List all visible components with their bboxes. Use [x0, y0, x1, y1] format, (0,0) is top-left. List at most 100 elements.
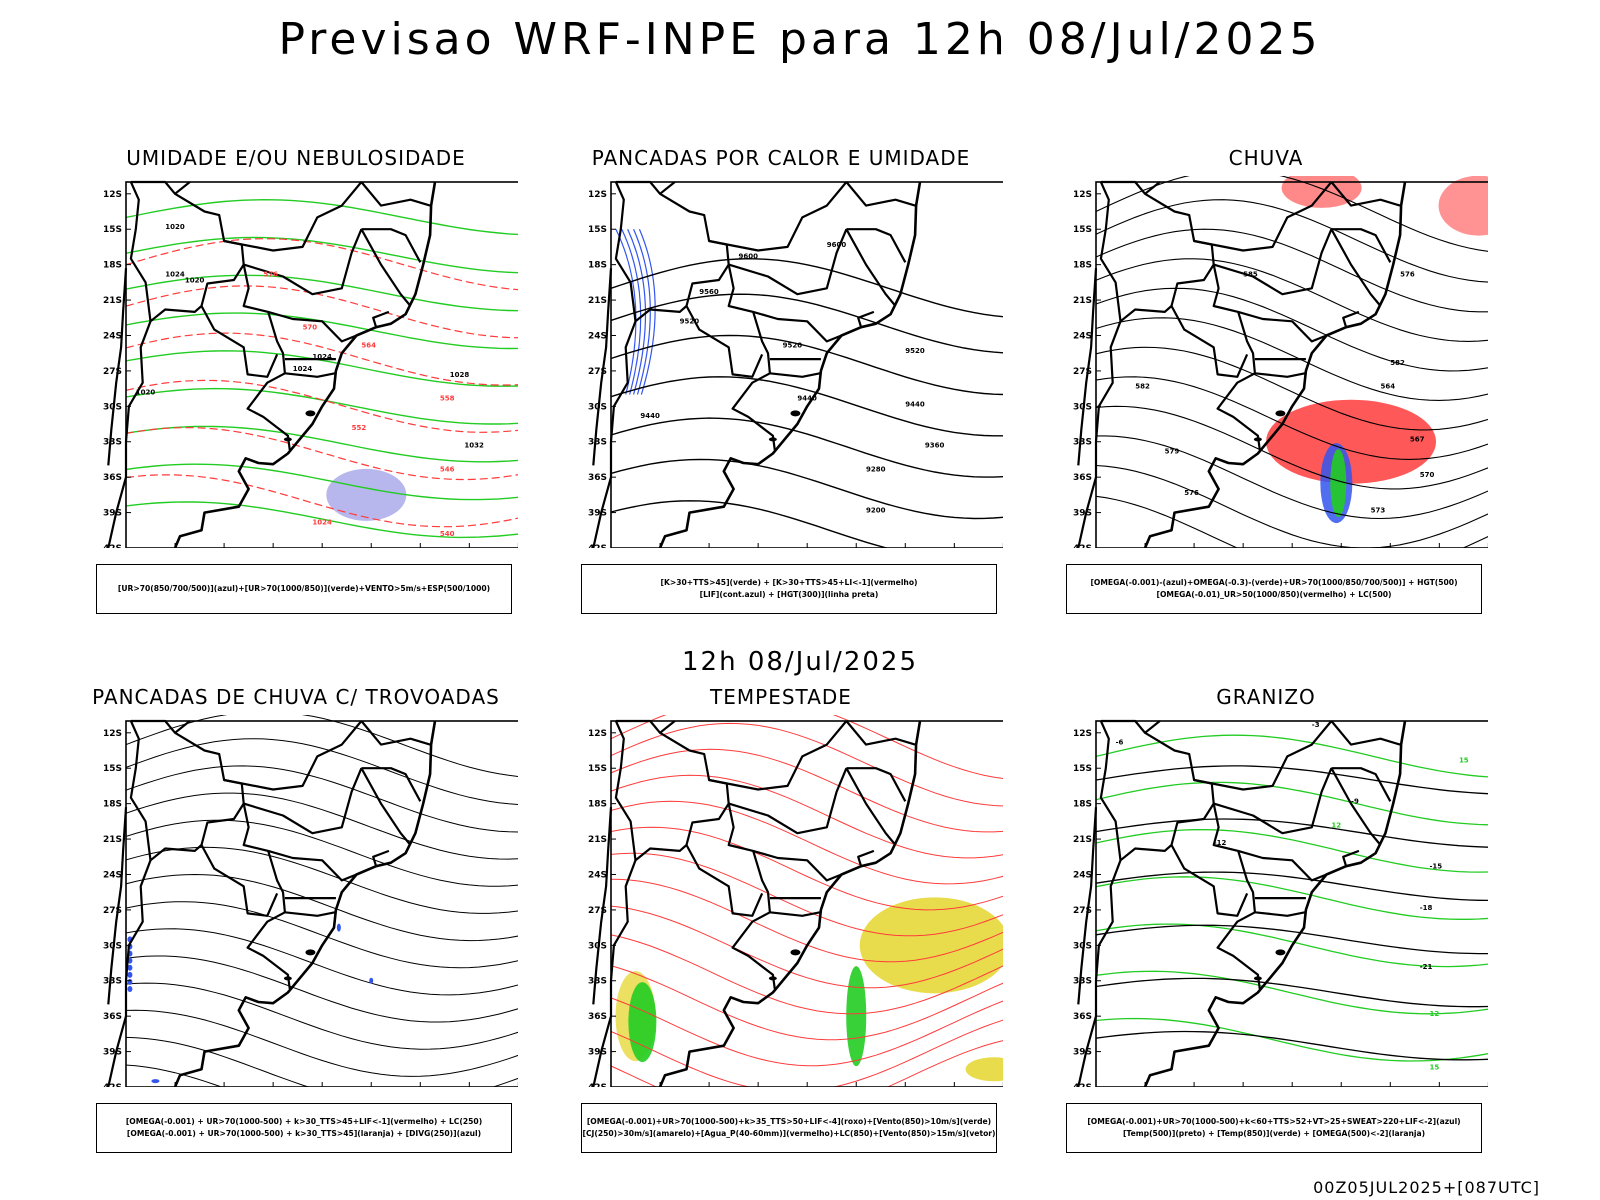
contour-label: -15	[1430, 863, 1443, 871]
border-line	[223, 181, 363, 252]
panel-granizo: GRANIZO -3 -6 -9 -12 -15 -18 -21 12 15 15 12 12S 15S…	[1036, 685, 1536, 1165]
panel-title: GRANIZO	[1216, 685, 1316, 709]
border-line	[284, 911, 336, 917]
lat-label: 27S	[588, 367, 607, 377]
lat-label: 21S	[588, 835, 607, 845]
lat-label: 27S	[1073, 367, 1092, 377]
border-line	[130, 719, 291, 990]
lat-label: 18S	[103, 800, 122, 810]
lat-label: 30S	[103, 941, 122, 951]
coastline	[173, 720, 437, 1087]
contour-label: 12	[1430, 1010, 1440, 1018]
border-line	[223, 720, 363, 791]
border-line	[1100, 180, 1261, 451]
humidity-green-contour	[125, 463, 518, 501]
contour-label: -18	[1420, 904, 1433, 912]
temp850-contour	[1095, 970, 1488, 1015]
thickness-contour	[125, 238, 518, 291]
border-line	[1254, 911, 1306, 917]
contour-label: 570	[303, 324, 318, 332]
hgt500-contour	[1096, 435, 1488, 520]
thickness-contour	[125, 379, 518, 433]
lat-label: 12S	[1073, 190, 1092, 200]
contour-label: 9600	[739, 253, 759, 261]
rain-red-area	[1281, 176, 1362, 208]
coastline-west	[592, 268, 613, 466]
contour-label: 9440	[905, 400, 925, 408]
coastline-west	[1077, 268, 1098, 466]
panel-legend: [OMEGA(-0.001)+UR>70(1000-500)+k>35_TTS>…	[581, 1103, 997, 1153]
hgt500-contour	[1095, 464, 1488, 548]
lat-label: 33S	[588, 977, 607, 987]
lif-contour	[621, 228, 642, 395]
lif-contour	[627, 228, 647, 395]
border-line	[200, 844, 279, 917]
temp500-contour	[1095, 818, 1488, 848]
border-line	[615, 180, 776, 451]
border-line	[1193, 181, 1333, 252]
lat-label: 42S	[588, 544, 607, 548]
contour-label: 1024	[165, 270, 185, 278]
lc850-streamline	[610, 826, 1003, 911]
country-borders	[107, 180, 437, 548]
lat-label: 36S	[1073, 1012, 1092, 1022]
border-line	[174, 181, 191, 195]
panel-title: UMIDADE E/OU NEBULOSIDADE	[126, 146, 466, 170]
streamline	[125, 873, 518, 942]
contour-label: 546	[440, 465, 455, 473]
hgt500-contour	[1095, 228, 1488, 313]
border-line	[857, 310, 875, 328]
lat-label: 24S	[588, 870, 607, 880]
border-line	[1237, 849, 1327, 882]
contour-label: 1024	[293, 365, 313, 373]
hgt500-contour	[1095, 495, 1488, 548]
run-info: 00Z05JUL2025+[087UTC]	[1313, 1178, 1540, 1197]
lat-label: 27S	[103, 367, 122, 377]
streamline	[125, 955, 518, 1023]
lc850-streamline	[610, 774, 1003, 859]
lat-label: 15S	[103, 764, 122, 774]
border-line	[361, 767, 422, 802]
contour-label: 540	[440, 530, 455, 538]
divergence-dot	[127, 964, 133, 971]
contour-label: -6	[1116, 739, 1124, 747]
lake	[305, 410, 316, 417]
border-line	[360, 228, 412, 307]
lat-label: 42S	[103, 544, 122, 548]
lat-label: 24S	[103, 870, 122, 880]
country-borders	[1077, 180, 1407, 548]
hgt-contour	[610, 417, 1003, 478]
contour-label: 9600	[827, 241, 847, 249]
contour-label: 585	[1243, 270, 1258, 278]
contour-label: 12	[1331, 821, 1341, 829]
border-line	[1193, 720, 1333, 791]
contour-label: 564	[1380, 383, 1395, 391]
country-borders	[592, 719, 922, 1087]
contour-label: 552	[352, 424, 367, 432]
temp850-contour	[1095, 923, 1488, 968]
border-line	[372, 310, 390, 328]
streamline	[125, 928, 518, 996]
temp500-contour	[1095, 1030, 1488, 1061]
plot-frame	[125, 181, 518, 548]
lat-label: 15S	[1073, 764, 1092, 774]
border-line	[846, 228, 907, 263]
legend-line: [OMEGA(-0.001) + UR>70(1000-500) + k>30_…	[125, 1117, 483, 1126]
rain-red-area	[1438, 176, 1488, 236]
lc850-streamline	[610, 715, 1003, 780]
border-line	[1077, 859, 1122, 1087]
lc850-streamline	[610, 1019, 1003, 1087]
border-line	[1099, 181, 1215, 323]
wind-green-area	[846, 966, 867, 1067]
country-borders	[1077, 719, 1407, 1087]
border-line	[1144, 720, 1161, 734]
panel-legend: [OMEGA(-0.001) + UR>70(1000-500) + k>30_…	[96, 1103, 512, 1153]
lake	[283, 976, 292, 981]
legend-line: [OMEGA(-0.001)-(azul)+OMEGA(-0.3)-(verde…	[1090, 578, 1458, 587]
border-line	[845, 228, 897, 307]
thickness-contour	[125, 285, 518, 339]
contour-label: -9	[1351, 798, 1359, 806]
border-line	[769, 372, 821, 378]
lc850-streamline	[610, 934, 1003, 1015]
border-line	[1213, 767, 1333, 835]
